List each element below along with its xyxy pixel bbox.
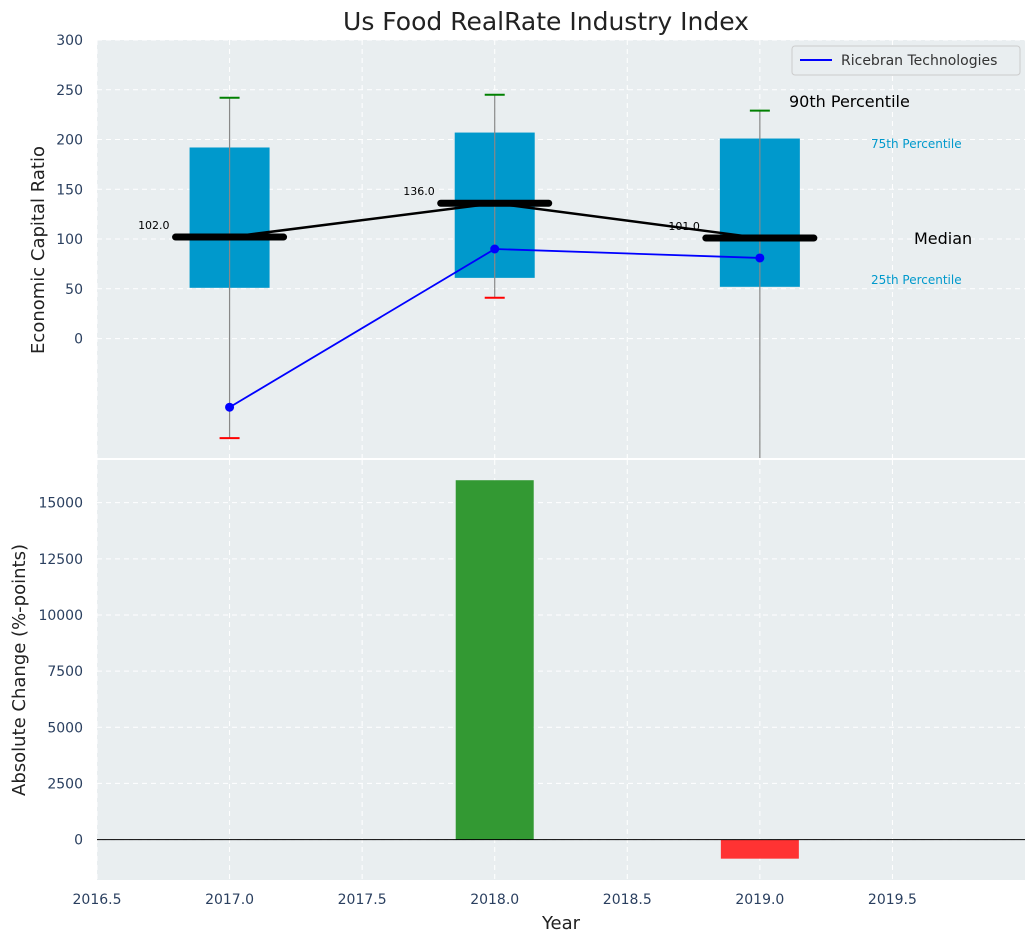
change-bar [720,839,799,859]
annotation-p75: 75th Percentile [871,137,962,151]
bottom-y-tick-label: 12500 [38,552,83,568]
median-trend-line [229,201,761,240]
top-y-ticks: 0 50 100 150 200 250 300 [56,33,83,348]
top-y-axis-label: Economic Capital Ratio [28,146,49,354]
series-point [490,244,500,254]
x-tick-label: 2016.5 [73,892,122,908]
bottom-y-tick-label: 7500 [47,664,83,680]
annotation-median: Median [914,229,972,248]
bar-group [455,480,799,859]
line-series-group [225,201,765,412]
x-tick-label: 2017.5 [338,892,387,908]
x-tick-label: 2019.0 [735,892,784,908]
bottom-y-tick-label: 10000 [38,608,83,624]
top-y-tick-label: 0 [74,332,83,348]
bottom-plot-area [97,460,1025,880]
top-y-tick-label: 50 [65,282,83,298]
bottom-y-ticks: 0 2500 5000 7500 10000 12500 15000 [38,496,83,849]
x-tick-label: 2019.5 [868,892,917,908]
bottom-y-tick-label: 0 [74,833,83,849]
bottom-y-tick-label: 5000 [47,720,83,736]
median-value-label: 102.0 [138,219,170,232]
bottom-y-tick-label: 15000 [38,496,83,512]
bottom-y-tick-label: 2500 [47,776,83,792]
median-value-label: 136.0 [403,185,435,198]
chart-title: Us Food RealRate Industry Index [343,7,749,36]
annotation-p90: 90th Percentile [789,92,910,111]
x-tick-label: 2018.0 [470,892,519,908]
x-tick-label: 2018.5 [603,892,652,908]
legend-box [791,45,1021,76]
x-tick-label: 2017.0 [205,892,254,908]
top-y-tick-label: 100 [56,232,83,248]
series-point [755,253,765,263]
annotation-p25: 25th Percentile [871,273,962,287]
top-y-tick-label: 300 [56,33,83,49]
top-y-tick-label: 150 [56,182,83,198]
bottom-y-axis-label: Absolute Change (%-points) [9,544,30,796]
top-y-tick-label: 250 [56,83,83,99]
legend: Ricebran Technologies [791,45,1021,76]
series-point [225,402,235,412]
legend-label: Ricebran Technologies [841,53,997,69]
top-y-tick-label: 200 [56,133,83,149]
x-ticks: 2016.5 2017.0 2017.5 2018.0 2018.5 2019.0 2019… [73,892,917,908]
change-bar [455,480,534,840]
x-axis-label: Year [541,913,581,934]
